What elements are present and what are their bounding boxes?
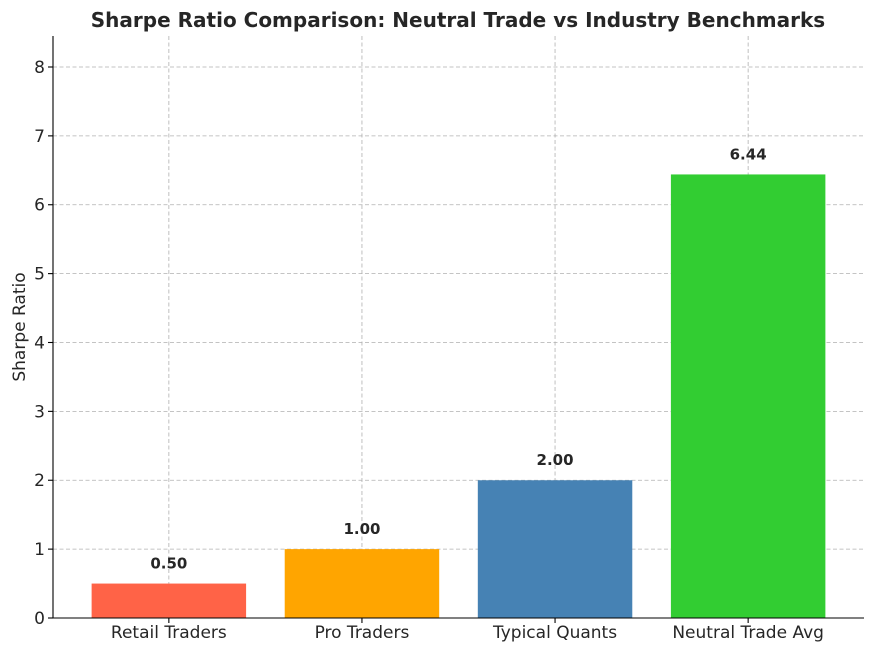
y-ticks: 0 1 2 3 4 5 6 7 8 (34, 58, 53, 629)
data-label-1: 1.00 (343, 520, 380, 538)
x-tick-label-0: Retail Traders (111, 623, 227, 643)
data-label-0: 0.50 (150, 555, 187, 573)
y-tick-label-0: 0 (34, 609, 45, 629)
y-axis-label: Sharpe Ratio (10, 272, 30, 381)
y-tick-label-3: 3 (34, 402, 45, 422)
y-tick-label-8: 8 (34, 58, 45, 78)
data-labels: 0.50 1.00 2.00 6.44 (150, 145, 766, 572)
bar-pro-traders (284, 549, 440, 618)
bar-neutral-trade-avg (670, 174, 826, 618)
bar-retail-traders (91, 583, 247, 618)
y-tick-label-4: 4 (34, 333, 45, 353)
axes (52, 36, 864, 619)
y-tick-label-5: 5 (34, 265, 45, 285)
chart-title: Sharpe Ratio Comparison: Neutral Trade v… (91, 8, 825, 32)
bar-typical-quants (477, 480, 633, 618)
bars (91, 174, 826, 618)
y-tick-label-7: 7 (34, 127, 45, 147)
x-ticks: Retail Traders Pro Traders Typical Quants N… (111, 618, 824, 643)
data-label-2: 2.00 (537, 451, 574, 469)
x-tick-label-2: Typical Quants (492, 623, 617, 643)
x-tick-label-1: Pro Traders (315, 623, 410, 643)
x-tick-label-3: Neutral Trade Avg (672, 623, 824, 643)
y-tick-label-6: 6 (34, 196, 45, 216)
y-tick-label-2: 2 (34, 471, 45, 491)
data-label-3: 6.44 (730, 145, 767, 163)
y-tick-label-1: 1 (34, 540, 45, 560)
